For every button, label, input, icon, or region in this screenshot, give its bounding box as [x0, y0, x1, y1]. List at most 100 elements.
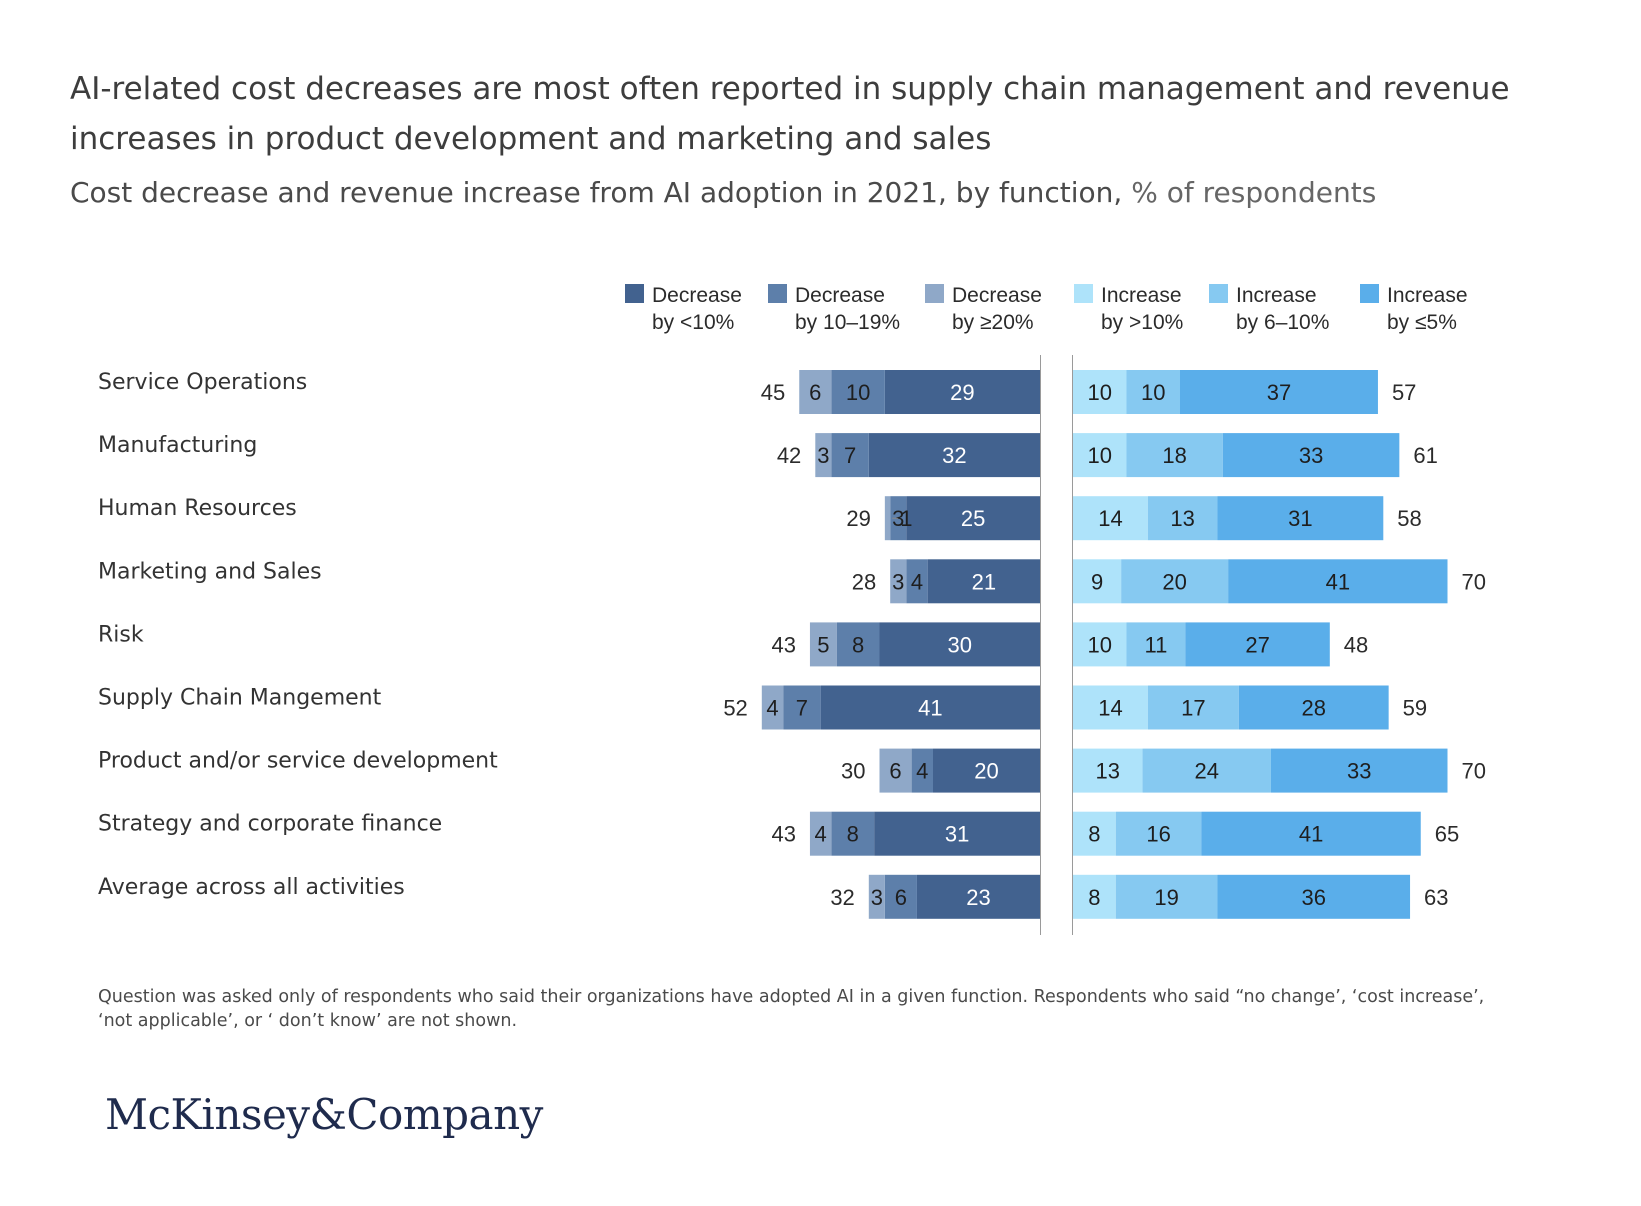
bar-label-increase-1: 10 — [1141, 380, 1165, 405]
bar-label-increase-1: 24 — [1195, 759, 1219, 784]
bar-label-increase-2: 36 — [1302, 885, 1326, 910]
bar-increase-0 — [1073, 496, 1148, 541]
bar-decrease-2 — [815, 433, 832, 478]
bar-increase-2 — [1228, 559, 1448, 604]
diverging-bar-chart: Decrease by <10% Decrease by 10–19% Decrease… — [98, 284, 1486, 935]
bar-label-decrease-2: 1 — [900, 506, 912, 531]
bar-decrease-0 — [884, 370, 1040, 414]
legend: Decrease by <10% Decrease by 10–19% Decrease… — [625, 284, 1468, 334]
bar-decrease-1 — [906, 559, 928, 604]
category-label: Strategy and corporate finance — [98, 812, 442, 837]
bar-label-decrease-1: 10 — [846, 380, 870, 405]
bar-decrease-1 — [831, 433, 869, 478]
bar-label-decrease-2: 4 — [815, 822, 827, 847]
bar-increase-0 — [1073, 748, 1143, 793]
bar-label-increase-0: 8 — [1088, 885, 1100, 910]
category-label: Supply Chain Mangement — [98, 686, 382, 711]
bar-increase-2 — [1222, 433, 1400, 478]
row-human-resources: Human Resources 25 31 29 14 13 31 58 — [98, 496, 1422, 541]
total-decrease-label: 45 — [761, 380, 785, 405]
bar-label-increase-2: 37 — [1267, 380, 1291, 405]
bar-increase-1 — [1147, 496, 1218, 541]
bar-label-decrease-1: 7 — [844, 443, 856, 468]
bar-increase-2 — [1201, 811, 1421, 856]
bar-increase-2 — [1238, 685, 1389, 730]
row-marketing-and-sales: Marketing and Sales 21 43 28 9 20 41 70 — [98, 559, 1486, 604]
bar-decrease-1 — [831, 811, 875, 856]
bar-label-decrease-0: 32 — [942, 443, 966, 468]
bar-label-decrease-2: 6 — [809, 380, 821, 405]
chart-title: AI-related cost decreases are most often… — [70, 71, 1510, 157]
bar-label-increase-1: 11 — [1145, 632, 1168, 657]
bar-decrease-2 — [761, 685, 784, 730]
bar-increase-1 — [1126, 370, 1180, 414]
bar-decrease-1 — [836, 622, 880, 667]
bar-label-increase-1: 18 — [1162, 443, 1186, 468]
bar-increase-1 — [1126, 433, 1223, 478]
bar-label-increase-1: 16 — [1146, 822, 1170, 847]
bar-label-decrease-0: 20 — [974, 759, 998, 784]
bar-increase-0 — [1073, 370, 1127, 414]
category-label: Service Operations — [98, 370, 307, 395]
legend-label-4-0: Increase — [1236, 284, 1317, 307]
bar-decrease-2 — [799, 370, 832, 414]
bar-decrease-0 — [927, 559, 1040, 604]
bar-label-increase-0: 8 — [1088, 822, 1100, 847]
bar-increase-1 — [1142, 748, 1271, 793]
chart-subtitle: Cost decrease and revenue increase from … — [70, 176, 1376, 209]
bar-label-decrease-0: 21 — [972, 569, 996, 594]
bar-label-decrease-1: 8 — [847, 822, 859, 847]
legend-swatch-1 — [768, 284, 787, 303]
bar-label-increase-2: 41 — [1299, 822, 1323, 847]
bar-label-increase-1: 20 — [1162, 569, 1186, 594]
total-increase-label: 70 — [1462, 569, 1486, 594]
total-increase-label: 63 — [1424, 885, 1448, 910]
legend-swatch-5 — [1360, 284, 1379, 303]
row-risk: Risk 30 85 43 10 11 27 48 — [98, 622, 1368, 667]
total-decrease-label: 52 — [723, 696, 747, 721]
bar-label-increase-2: 33 — [1299, 443, 1323, 468]
bar-label-decrease-2: 3 — [817, 443, 829, 468]
bar-label-increase-0: 10 — [1088, 380, 1112, 405]
row-service-operations: Service Operations 29 10 6 45 10 10 37 57 — [98, 370, 1416, 414]
legend-swatch-3 — [1074, 284, 1093, 303]
bar-decrease-1 — [783, 685, 821, 730]
bar-decrease-1 — [884, 874, 917, 919]
bar-increase-1 — [1115, 811, 1202, 856]
bar-decrease-0 — [868, 433, 1040, 478]
subtitle-unit: % of respondents — [1131, 176, 1377, 209]
row-supply-chain-mangement: Supply Chain Mangement 41 74 52 14 17 28 59 — [98, 685, 1427, 730]
total-increase-label: 61 — [1413, 443, 1437, 468]
total-increase-label: 58 — [1397, 506, 1421, 531]
category-label: Product and/or service development — [98, 749, 498, 774]
bar-increase-2 — [1270, 748, 1448, 793]
mckinsey-logo: McKinsey&Company — [105, 1090, 543, 1139]
bar-label-decrease-0: 41 — [918, 696, 942, 721]
bar-increase-0 — [1073, 811, 1116, 856]
bar-decrease-2 — [868, 874, 885, 919]
total-increase-label: 70 — [1462, 759, 1486, 784]
bar-label-decrease-1: 4 — [911, 569, 923, 594]
bar-label-decrease-2: 3 — [892, 569, 904, 594]
bar-label-increase-1: 13 — [1170, 506, 1194, 531]
legend-label-1-0: Decrease — [795, 284, 885, 307]
bar-decrease-2 — [809, 622, 837, 667]
bar-decrease-1 — [911, 748, 933, 793]
category-label: Human Resources — [98, 496, 297, 521]
bar-increase-1 — [1147, 685, 1239, 730]
legend-label-1-1: by 10–19% — [795, 311, 900, 334]
bar-increase-1 — [1121, 559, 1229, 604]
bar-label-decrease-1: 4 — [916, 759, 928, 784]
axes — [1040, 355, 1073, 935]
bar-increase-0 — [1073, 685, 1148, 730]
bar-label-decrease-2: 6 — [889, 759, 901, 784]
total-increase-label: 57 — [1392, 380, 1416, 405]
bar-increase-1 — [1115, 874, 1218, 919]
bar-decrease-0 — [916, 874, 1040, 919]
bar-decrease-2 — [879, 748, 912, 793]
bar-label-decrease-0: 31 — [945, 822, 969, 847]
bar-increase-1 — [1126, 622, 1186, 667]
legend-label-2-0: Decrease — [952, 284, 1042, 307]
